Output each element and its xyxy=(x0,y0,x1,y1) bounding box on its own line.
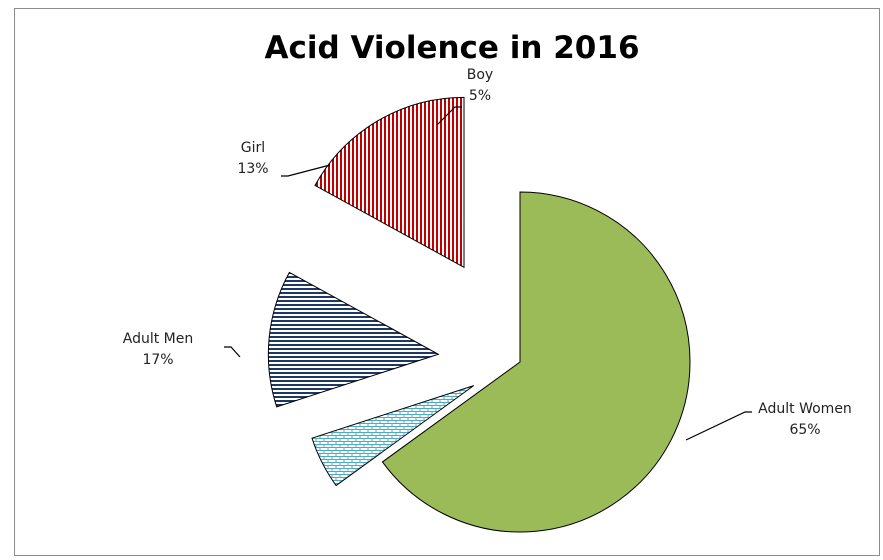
pie-slice-girl xyxy=(267,271,440,408)
slice-label-boy: Boy xyxy=(467,67,493,83)
pie-slices xyxy=(267,96,691,533)
slice-value-adult-men: 17% xyxy=(142,352,173,368)
slice-label-adult-women: Adult Women xyxy=(758,401,852,417)
leader-line-adult-women xyxy=(685,411,752,441)
leader-line-adult-men xyxy=(224,346,241,358)
slice-label-girl: Girl xyxy=(241,140,265,156)
pie-slice-adult-women xyxy=(381,191,691,533)
leader-lines xyxy=(224,106,752,441)
slice-label-adult-men: Adult Men xyxy=(123,331,194,347)
pie-slice-boy xyxy=(311,385,474,487)
slice-value-girl: 13% xyxy=(237,161,268,177)
leader-line-boy xyxy=(436,106,462,126)
leader-line-girl xyxy=(281,164,331,177)
slice-value-boy: 5% xyxy=(469,88,491,104)
slice-value-adult-women: 65% xyxy=(789,422,820,438)
chart-title: Acid Violence in 2016 xyxy=(264,30,639,66)
slice-labels: Adult Women 65% Boy 5% Girl 13% Adult Men 17% xyxy=(123,67,852,438)
pie-slice-adult-men xyxy=(314,96,465,269)
